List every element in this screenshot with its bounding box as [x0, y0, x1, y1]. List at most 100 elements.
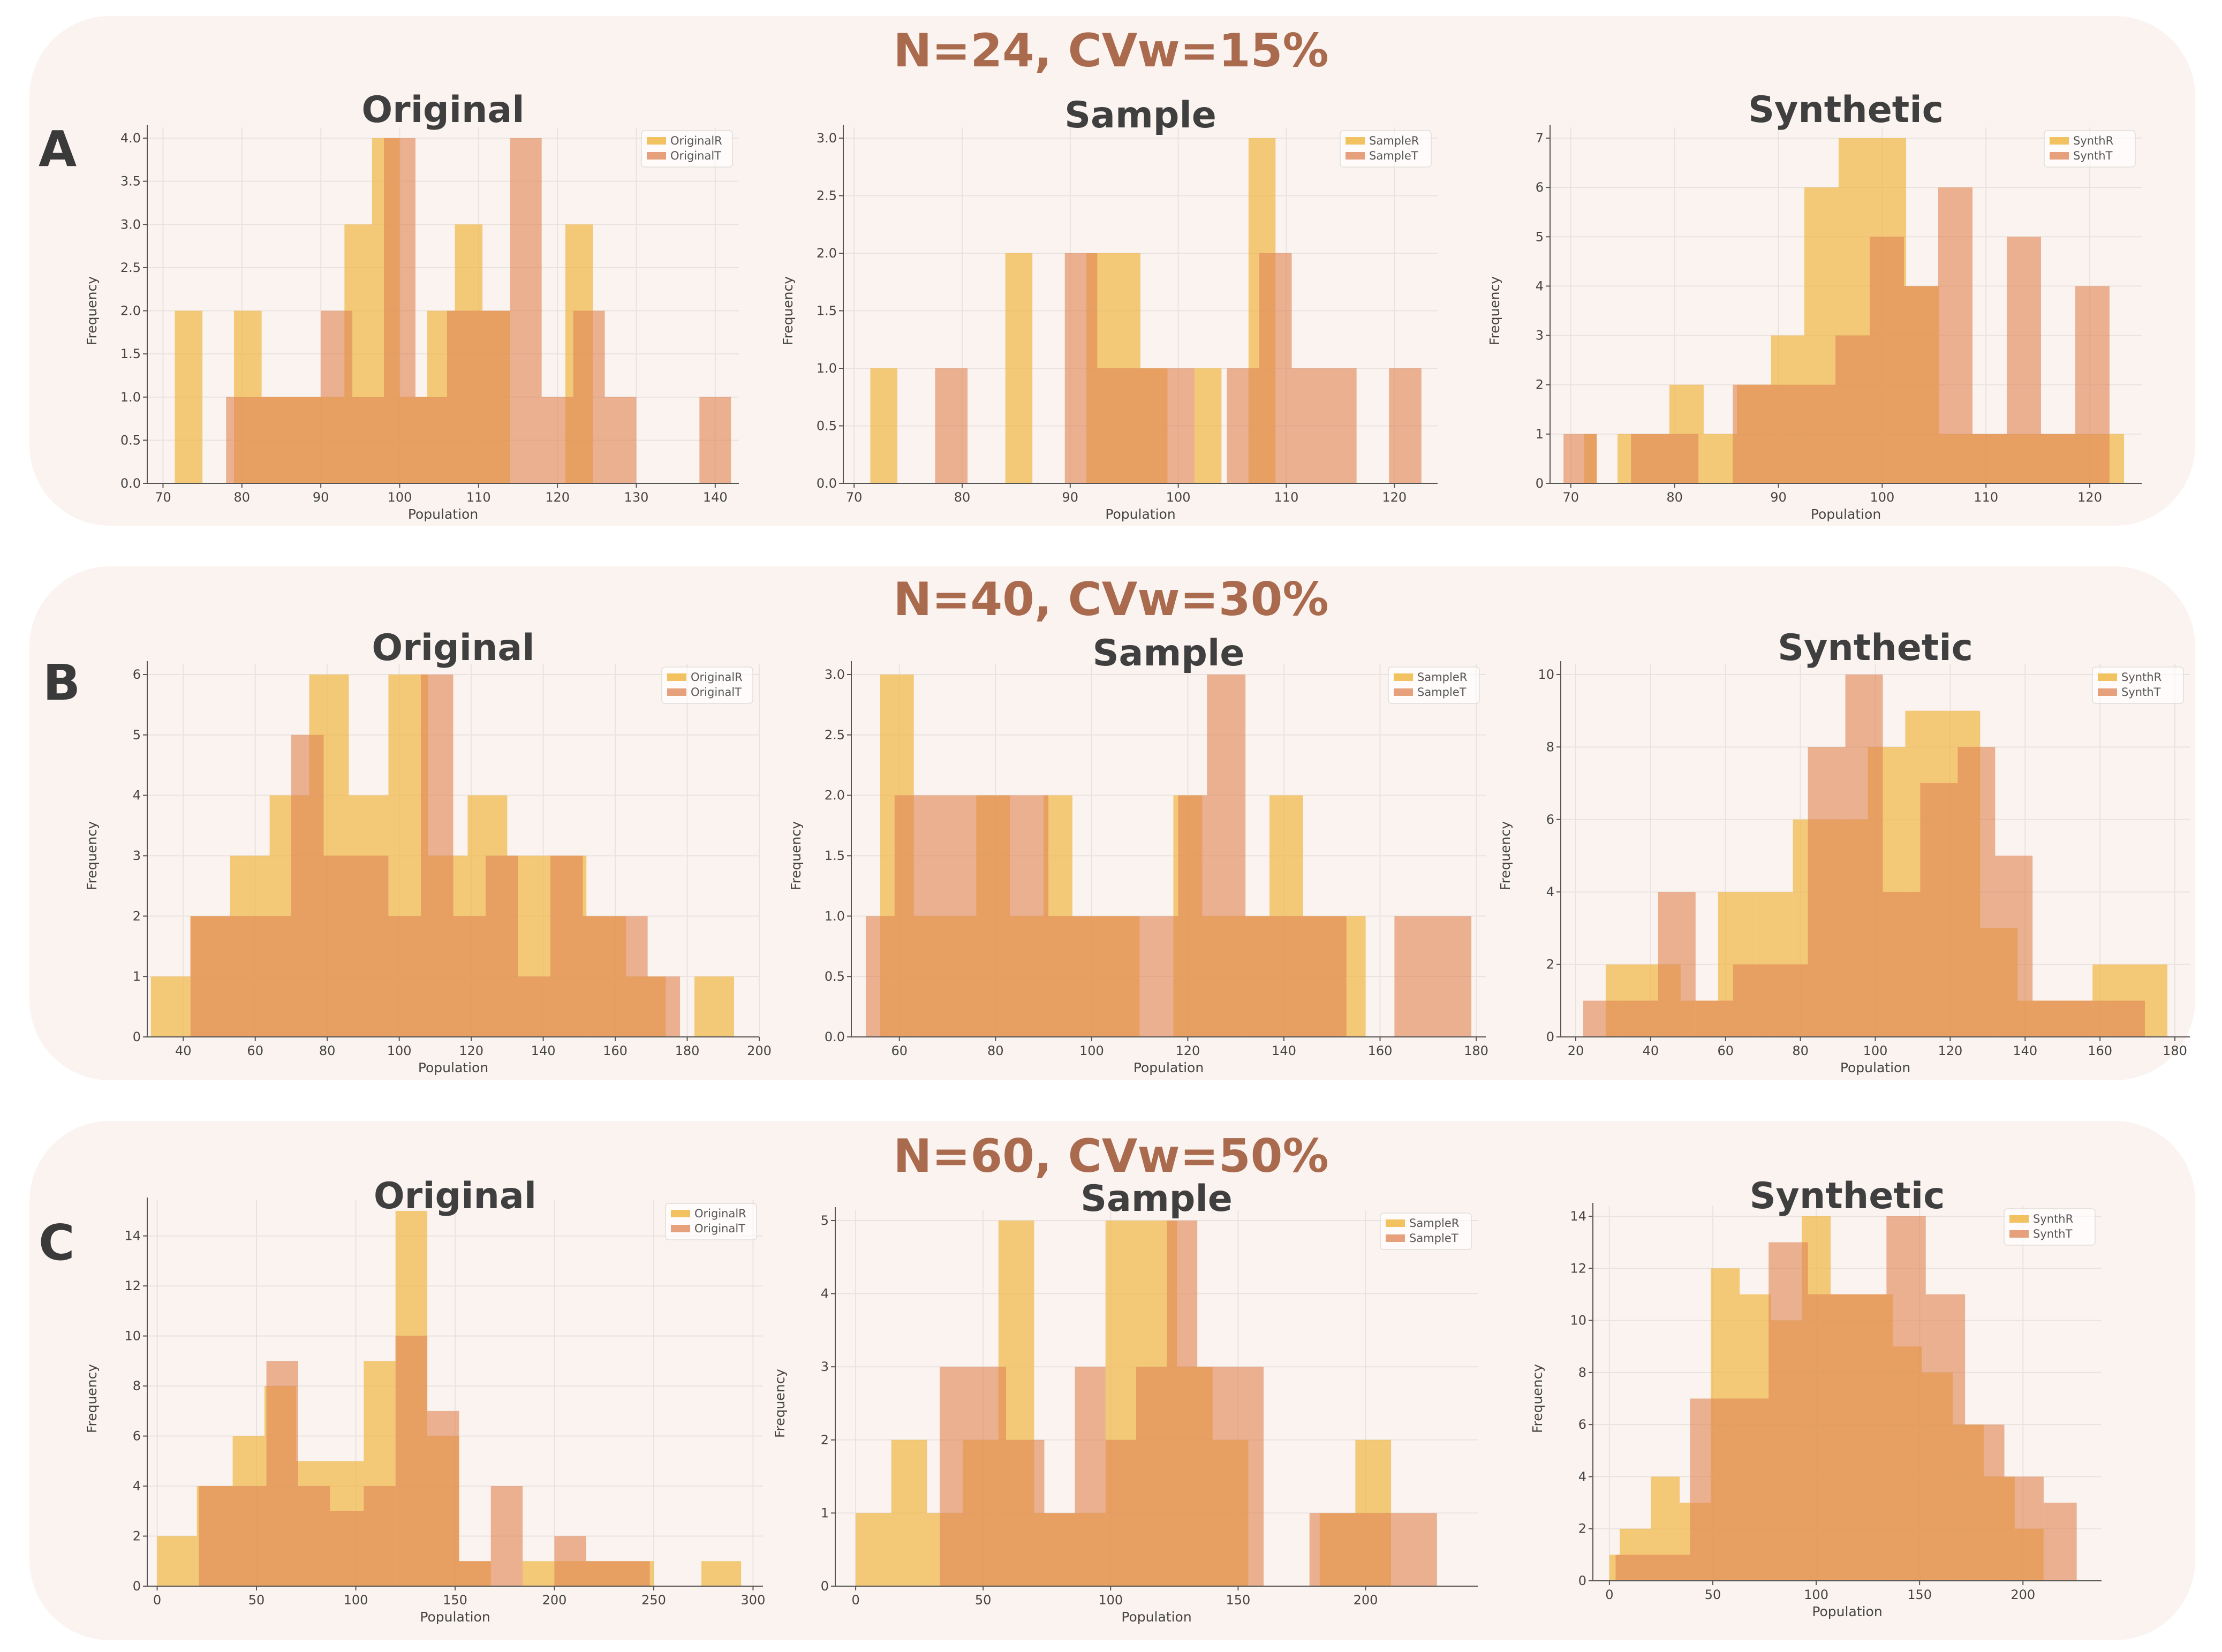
x-tick-label: 130 — [624, 490, 649, 505]
bar-syntht — [1690, 1398, 1729, 1581]
y-tick-label: 0.0 — [817, 476, 837, 491]
x-tick-label: 80 — [1792, 1043, 1809, 1058]
legend-label: SynthR — [2033, 1213, 2073, 1225]
bar-syntht — [1883, 892, 1921, 1037]
bar-sampler — [1194, 368, 1222, 483]
bar-samplet — [1227, 368, 1259, 483]
bar-originalr — [523, 1561, 555, 1586]
y-axis-label: Frequency — [84, 276, 100, 345]
legend-label: SynthT — [2121, 686, 2161, 699]
y-tick-label: 0.5 — [120, 433, 141, 448]
legend-swatch — [2098, 673, 2117, 681]
bar-originalt — [583, 916, 616, 1037]
x-tick-label: 180 — [2163, 1043, 2187, 1058]
y-tick-label: 10 — [1570, 1313, 1586, 1328]
bar-originalt — [618, 1561, 650, 1586]
y-axis-label: Frequency — [84, 1364, 100, 1433]
x-tick-label: 300 — [741, 1593, 766, 1608]
legend-label: OriginalT — [694, 1222, 745, 1235]
chart-title: Synthetic — [1750, 1175, 1945, 1217]
x-tick-label: 70 — [155, 490, 171, 505]
legend-swatch — [647, 152, 666, 160]
bar-originalt — [604, 397, 637, 483]
y-tick-label: 1 — [821, 1505, 829, 1520]
chart-a-original: 70 80 90 100 110 120 130 140 0.0 0.5 1.0 1.5 2.0 2.5 3… — [84, 89, 739, 522]
x-tick-label: 40 — [1643, 1043, 1659, 1058]
bar-samplet — [1136, 1367, 1167, 1586]
bar-originalt — [554, 1536, 586, 1586]
y-tick-label: 1 — [1536, 427, 1544, 442]
bar-syntht — [1801, 384, 1836, 483]
row-a-title: N=24, CVw=15% — [893, 24, 1329, 78]
y-tick-label: 1.0 — [120, 390, 141, 405]
bar-samplet — [1324, 368, 1357, 483]
legend-swatch — [671, 1225, 690, 1232]
legend-swatch — [647, 137, 666, 145]
y-tick-label: 0.5 — [825, 969, 845, 984]
x-tick-label: 90 — [1062, 490, 1079, 505]
bar-originalt — [199, 1486, 233, 1586]
x-tick-label: 70 — [846, 490, 863, 505]
y-tick-label: 3 — [133, 848, 141, 863]
bar-samplet — [935, 368, 968, 483]
y-tick-label: 0.0 — [825, 1029, 845, 1044]
bar-originalt — [291, 734, 324, 1037]
bar-samplet — [1197, 1367, 1228, 1586]
bar-originalt — [266, 1361, 298, 1586]
y-tick-label: 2.0 — [817, 246, 837, 261]
bar-originalr — [701, 1561, 742, 1586]
chart-title: Sample — [1093, 632, 1245, 675]
y-tick-label: 0.0 — [120, 476, 141, 491]
y-tick-label: 3.0 — [825, 667, 845, 682]
bar-syntht — [2075, 286, 2110, 483]
bar-syntht — [1695, 1001, 1733, 1037]
x-tick-label: 70 — [1562, 490, 1579, 505]
y-tick-label: 0 — [821, 1579, 829, 1594]
x-tick-label: 40 — [175, 1043, 192, 1058]
bar-originalt — [453, 916, 486, 1037]
legend-label: SynthR — [2073, 134, 2113, 147]
bar-sampler — [891, 1439, 927, 1586]
legend-swatch — [2009, 1215, 2029, 1223]
x-tick-label: 80 — [987, 1043, 1004, 1058]
bar-originalt — [415, 397, 447, 483]
x-axis-label: Population — [1105, 506, 1175, 522]
legend-label: SampleR — [1369, 134, 1419, 147]
bar-syntht — [1770, 964, 1808, 1037]
bar-samplet — [1259, 253, 1292, 483]
row-b-title: N=40, CVw=30% — [893, 573, 1329, 626]
bar-originalt — [486, 855, 518, 1037]
legend-label: SampleR — [1409, 1217, 1459, 1230]
y-tick-label: 6 — [1578, 1417, 1586, 1432]
y-tick-label: 4 — [1578, 1469, 1586, 1484]
bar-originalt — [573, 310, 605, 483]
x-tick-label: 200 — [1354, 1593, 1378, 1608]
x-axis-label: Population — [420, 1609, 490, 1625]
legend-label: SynthT — [2033, 1227, 2073, 1240]
legend-swatch — [2098, 688, 2117, 696]
x-tick-label: 80 — [319, 1043, 336, 1058]
y-tick-label: 6 — [1546, 812, 1554, 827]
x-tick-label: 50 — [975, 1593, 992, 1608]
legend-swatch — [2050, 137, 2069, 145]
bar-originalt — [330, 1511, 364, 1586]
x-tick-label: 150 — [1907, 1587, 1932, 1602]
x-tick-label: 200 — [2011, 1587, 2035, 1602]
bar-samplet — [1105, 1439, 1136, 1586]
y-tick-label: 7 — [1536, 131, 1544, 146]
bar-samplet — [986, 795, 1049, 1037]
y-tick-label: 2 — [133, 1529, 141, 1544]
legend-swatch — [2050, 152, 2069, 160]
legend-swatch — [2009, 1230, 2029, 1238]
bar-originalt — [384, 138, 415, 483]
x-tick-label: 100 — [1098, 1593, 1123, 1608]
bar-originalt — [190, 916, 230, 1037]
bar-samplet — [1064, 253, 1098, 483]
y-tick-label: 6 — [133, 667, 141, 682]
legend-label: OriginalR — [691, 671, 743, 684]
y-tick-label: 2 — [133, 908, 141, 923]
bar-originalt — [647, 976, 681, 1037]
bar-synthr — [2108, 434, 2125, 483]
x-tick-label: 140 — [2013, 1043, 2037, 1058]
x-tick-label: 120 — [1938, 1043, 1962, 1058]
